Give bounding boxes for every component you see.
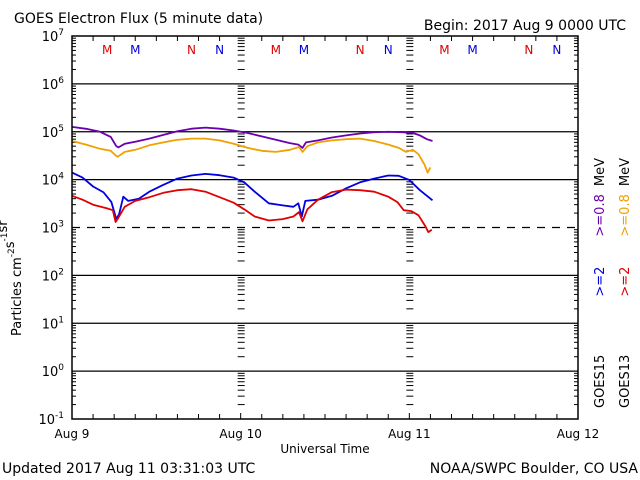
grid-lines (72, 83, 578, 372)
y-tick-label: 105 (42, 124, 64, 141)
mn-marker: M (299, 43, 309, 57)
y-tick-label: 106 (42, 76, 65, 93)
data-series (71, 126, 434, 234)
x-axis-title: Universal Time (280, 442, 369, 456)
plot-frame (71, 35, 579, 420)
begin-label: Begin: 2017 Aug 9 0000 UTC (424, 18, 626, 34)
mn-marker: N (552, 43, 561, 57)
y-tick-label: 107 (42, 28, 64, 45)
y-axis-title: Particles cm-2s-1sr-1 (0, 211, 25, 336)
x-axis-labels: Aug 9 Aug 10 Aug 11 Aug 12 (55, 427, 600, 441)
y-tick-label: 100 (42, 363, 65, 380)
y-tick-label: 104 (42, 172, 65, 189)
y-axis-labels: 107 106 105 104 103 102 101 100 10-1 (38, 28, 64, 428)
series-line-3 (71, 188, 433, 234)
mn-marker: N (356, 43, 365, 57)
legend-text: GOES13>=2>=0.8MeV (618, 158, 633, 408)
updated-timestamp: Updated 2017 Aug 11 03:31:03 UTC (2, 461, 255, 477)
legend-column: GOES15>=2>=0.8MeV (593, 158, 608, 408)
mn-marker: N (524, 43, 533, 57)
legend-text: GOES15>=2>=0.8MeV (593, 158, 608, 408)
y-tick-label: 10-1 (38, 411, 64, 428)
x-tick-label: Aug 11 (388, 427, 431, 441)
y-tick-label: 101 (42, 315, 64, 332)
chart-title: GOES Electron Flux (5 minute data) (14, 11, 263, 27)
mn-marker: N (187, 43, 196, 57)
mn-marker: M (130, 43, 140, 57)
legend: GOES15>=2>=0.8MeV GOES13>=2>=0.8MeV (593, 158, 633, 408)
series-line-0 (71, 126, 433, 149)
mn-marker: M (102, 43, 112, 57)
series-line-2 (71, 171, 434, 221)
mn-marker: M (271, 43, 281, 57)
mn-marker: M (439, 43, 449, 57)
mn-marker: N (215, 43, 224, 57)
y-tick-label: 103 (42, 220, 64, 237)
y-tick-label: 102 (42, 267, 64, 284)
x-tick-label: Aug 9 (55, 427, 90, 441)
legend-column: GOES13>=2>=0.8MeV (618, 158, 633, 408)
series-line-1 (71, 137, 432, 174)
mn-marker: N (384, 43, 393, 57)
source-credit: NOAA/SWPC Boulder, CO USA (430, 461, 639, 477)
y-axis-title-text: Particles cm-2s-1sr-1 (0, 211, 25, 336)
mn-marker: M (467, 43, 477, 57)
x-tick-label: Aug 10 (219, 427, 262, 441)
x-tick-label: Aug 12 (557, 427, 600, 441)
